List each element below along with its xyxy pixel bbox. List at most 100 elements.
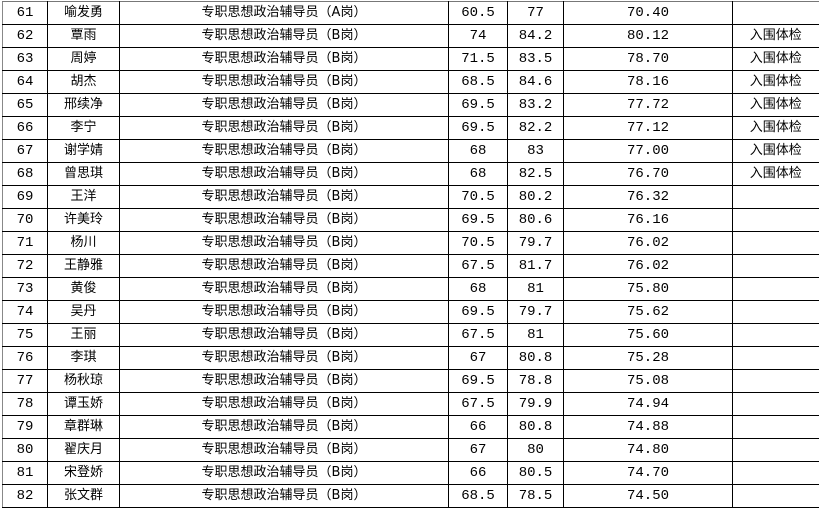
total-score-cell: 75.80 <box>563 277 733 301</box>
interview-score-cell: 83 <box>507 139 564 163</box>
table-row: 68 曾思琪 专职思想政治辅导员（B岗） 68 82.5 76.70 入围体检 <box>2 162 819 186</box>
written-score-cell: 67.5 <box>448 323 508 347</box>
interview-score-cell: 80.8 <box>507 346 564 370</box>
interview-score-cell: 80.8 <box>507 415 564 439</box>
remark-cell: 入围体检 <box>732 116 819 140</box>
interview-score-cell: 83.2 <box>507 93 564 117</box>
position-cell: 专职思想政治辅导员（B岗） <box>119 392 449 416</box>
row-number-cell: 71 <box>2 231 48 255</box>
interview-score-cell: 84.6 <box>507 70 564 94</box>
written-score-cell: 74 <box>448 24 508 48</box>
remark-cell <box>732 415 819 439</box>
candidate-name-cell: 喻发勇 <box>47 1 120 25</box>
candidate-name-cell: 谢学婧 <box>47 139 120 163</box>
table-row: 72 王静雅 专职思想政治辅导员（B岗） 67.5 81.7 76.02 <box>2 254 819 278</box>
interview-score-cell: 81.7 <box>507 254 564 278</box>
position-cell: 专职思想政治辅导员（B岗） <box>119 369 449 393</box>
remark-cell <box>732 484 819 508</box>
table-row: 81 宋登娇 专职思想政治辅导员（B岗） 66 80.5 74.70 <box>2 461 819 485</box>
written-score-cell: 69.5 <box>448 208 508 232</box>
row-number-cell: 79 <box>2 415 48 439</box>
total-score-cell: 78.16 <box>563 70 733 94</box>
total-score-cell: 76.70 <box>563 162 733 186</box>
interview-score-cell: 80 <box>507 438 564 462</box>
interview-score-cell: 80.5 <box>507 461 564 485</box>
total-score-cell: 80.12 <box>563 24 733 48</box>
written-score-cell: 67 <box>448 346 508 370</box>
position-cell: 专职思想政治辅导员（B岗） <box>119 47 449 71</box>
written-score-cell: 68 <box>448 277 508 301</box>
written-score-cell: 60.5 <box>448 1 508 25</box>
candidate-name-cell: 曾思琪 <box>47 162 120 186</box>
position-cell: 专职思想政治辅导员（B岗） <box>119 70 449 94</box>
candidate-name-cell: 胡杰 <box>47 70 120 94</box>
total-score-cell: 74.80 <box>563 438 733 462</box>
total-score-cell: 78.70 <box>563 47 733 71</box>
candidate-name-cell: 许美玲 <box>47 208 120 232</box>
position-cell: 专职思想政治辅导员（B岗） <box>119 461 449 485</box>
remark-cell <box>732 208 819 232</box>
interview-score-cell: 79.9 <box>507 392 564 416</box>
interview-score-cell: 80.2 <box>507 185 564 209</box>
table-row: 78 谭玉娇 专职思想政治辅导员（B岗） 67.5 79.9 74.94 <box>2 392 819 416</box>
written-score-cell: 68.5 <box>448 484 508 508</box>
table-row: 77 杨秋琼 专职思想政治辅导员（B岗） 69.5 78.8 75.08 <box>2 369 819 393</box>
position-cell: 专职思想政治辅导员（B岗） <box>119 139 449 163</box>
total-score-cell: 77.00 <box>563 139 733 163</box>
row-number-cell: 78 <box>2 392 48 416</box>
interview-score-cell: 79.7 <box>507 231 564 255</box>
candidate-name-cell: 王洋 <box>47 185 120 209</box>
table-row: 75 王丽 专职思想政治辅导员（B岗） 67.5 81 75.60 <box>2 323 819 347</box>
row-number-cell: 68 <box>2 162 48 186</box>
written-score-cell: 70.5 <box>448 185 508 209</box>
position-cell: 专职思想政治辅导员（B岗） <box>119 300 449 324</box>
table-row: 79 章群琳 专职思想政治辅导员（B岗） 66 80.8 74.88 <box>2 415 819 439</box>
written-score-cell: 68 <box>448 162 508 186</box>
remark-cell <box>732 231 819 255</box>
written-score-cell: 69.5 <box>448 300 508 324</box>
interview-score-cell: 82.5 <box>507 162 564 186</box>
table-row: 71 杨川 专职思想政治辅导员（B岗） 70.5 79.7 76.02 <box>2 231 819 255</box>
total-score-cell: 76.32 <box>563 185 733 209</box>
interview-score-cell: 83.5 <box>507 47 564 71</box>
total-score-cell: 70.40 <box>563 1 733 25</box>
total-score-cell: 76.02 <box>563 254 733 278</box>
position-cell: 专职思想政治辅导员（A岗） <box>119 1 449 25</box>
interview-score-cell: 82.2 <box>507 116 564 140</box>
remark-cell: 入围体检 <box>732 162 819 186</box>
interview-score-cell: 81 <box>507 323 564 347</box>
row-number-cell: 63 <box>2 47 48 71</box>
row-number-cell: 64 <box>2 70 48 94</box>
remark-cell <box>732 254 819 278</box>
total-score-cell: 75.08 <box>563 369 733 393</box>
row-number-cell: 82 <box>2 484 48 508</box>
position-cell: 专职思想政治辅导员（B岗） <box>119 484 449 508</box>
candidate-name-cell: 邢续净 <box>47 93 120 117</box>
remark-cell <box>732 323 819 347</box>
position-cell: 专职思想政治辅导员（B岗） <box>119 116 449 140</box>
position-cell: 专职思想政治辅导员（B岗） <box>119 208 449 232</box>
row-number-cell: 65 <box>2 93 48 117</box>
remark-cell <box>732 369 819 393</box>
position-cell: 专职思想政治辅导员（B岗） <box>119 323 449 347</box>
table-row: 69 王洋 专职思想政治辅导员（B岗） 70.5 80.2 76.32 <box>2 185 819 209</box>
position-cell: 专职思想政治辅导员（B岗） <box>119 162 449 186</box>
position-cell: 专职思想政治辅导员（B岗） <box>119 93 449 117</box>
written-score-cell: 66 <box>448 415 508 439</box>
total-score-cell: 76.02 <box>563 231 733 255</box>
table-row: 76 李琪 专职思想政治辅导员（B岗） 67 80.8 75.28 <box>2 346 819 370</box>
total-score-cell: 74.50 <box>563 484 733 508</box>
interview-score-cell: 78.8 <box>507 369 564 393</box>
candidate-name-cell: 宋登娇 <box>47 461 120 485</box>
candidate-name-cell: 张文群 <box>47 484 120 508</box>
interview-score-cell: 80.6 <box>507 208 564 232</box>
candidate-name-cell: 周婷 <box>47 47 120 71</box>
row-number-cell: 66 <box>2 116 48 140</box>
row-number-cell: 70 <box>2 208 48 232</box>
candidate-name-cell: 翟庆月 <box>47 438 120 462</box>
written-score-cell: 68.5 <box>448 70 508 94</box>
table-row: 80 翟庆月 专职思想政治辅导员（B岗） 67 80 74.80 <box>2 438 819 462</box>
candidate-name-cell: 李琪 <box>47 346 120 370</box>
table-row: 63 周婷 专职思想政治辅导员（B岗） 71.5 83.5 78.70 入围体检 <box>2 47 819 71</box>
table-row: 62 覃雨 专职思想政治辅导员（B岗） 74 84.2 80.12 入围体检 <box>2 24 819 48</box>
